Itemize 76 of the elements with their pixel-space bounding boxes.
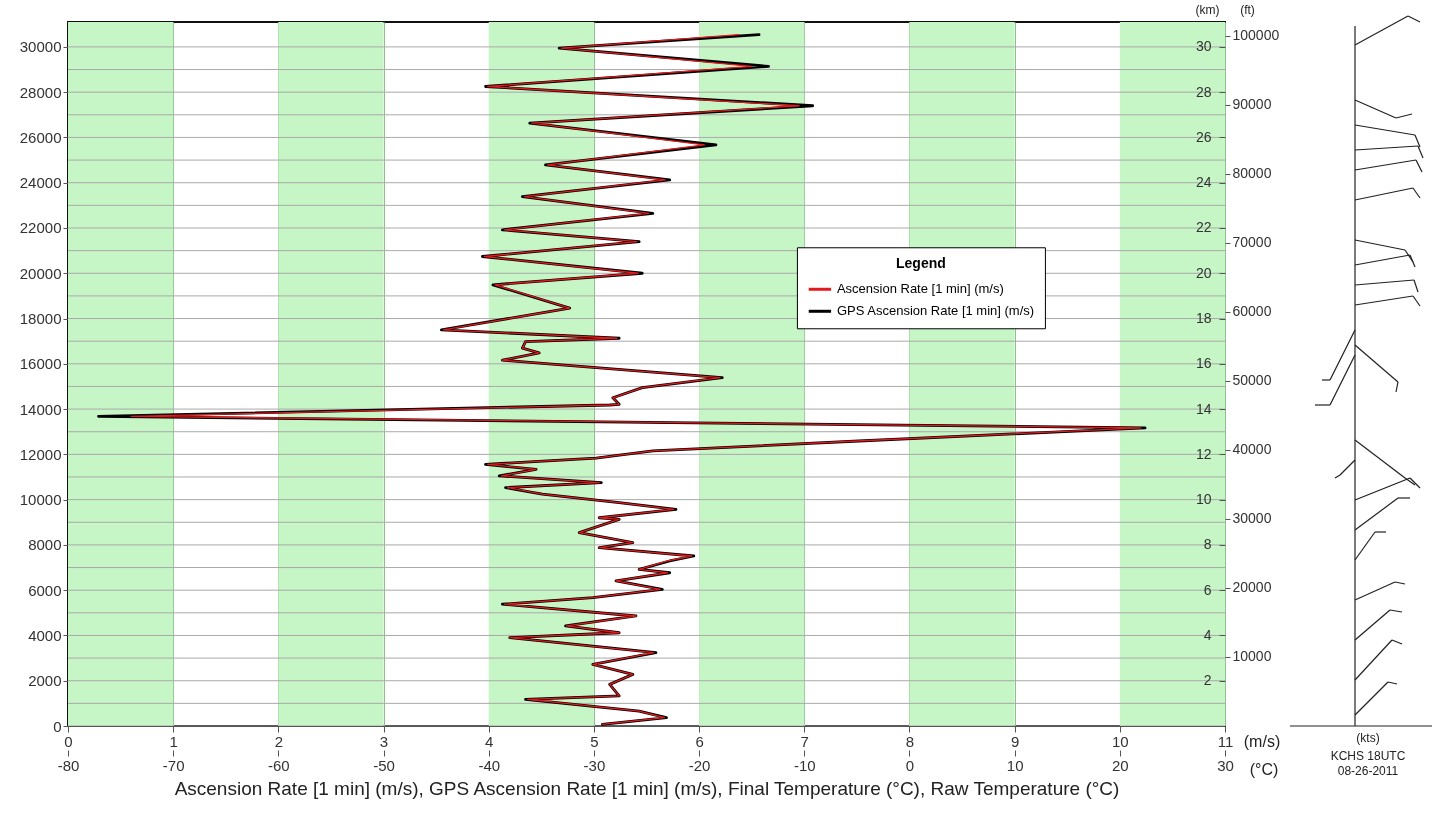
legend-title: Legend bbox=[896, 255, 946, 272]
y2-tick-label: 26 bbox=[1195, 128, 1212, 145]
y2-tick-label: 8 bbox=[1203, 536, 1212, 553]
x2-tick-label: 30 bbox=[1217, 756, 1234, 774]
y3-tick-label: 50000 bbox=[1232, 372, 1272, 389]
y2-tick-label: 2 bbox=[1203, 672, 1212, 689]
text: 08-26-2011 bbox=[1337, 764, 1399, 778]
text: (°C) bbox=[1249, 761, 1279, 779]
y-tick-label: 14000 bbox=[19, 400, 62, 418]
y-tick-label: 20000 bbox=[19, 264, 62, 282]
y3-tick-label: 10000 bbox=[1232, 648, 1272, 665]
y-tick-label: 16000 bbox=[19, 355, 62, 373]
x2-tick-label: -30 bbox=[583, 756, 606, 774]
text: (kts) bbox=[1356, 731, 1380, 745]
x-tick-label: 6 bbox=[695, 732, 704, 750]
y2-axis-title: (km) bbox=[1195, 2, 1220, 17]
x-tick-label: 7 bbox=[800, 732, 809, 750]
y-tick-label: 30000 bbox=[19, 38, 62, 56]
y2-tick-label: 18 bbox=[1195, 310, 1212, 327]
y-tick-label: 24000 bbox=[19, 174, 62, 192]
x2-tick-label: -70 bbox=[162, 756, 185, 774]
y-tick-label: 0 bbox=[53, 717, 62, 735]
x2-tick-label: 20 bbox=[1111, 756, 1129, 774]
x-tick-label: 5 bbox=[590, 732, 599, 750]
y3-tick-label: 100000 bbox=[1232, 27, 1280, 44]
x2-tick-label: -80 bbox=[57, 756, 80, 774]
x-tick-label: 0 bbox=[64, 732, 73, 750]
x-tick-label: 11 bbox=[1217, 732, 1234, 750]
y2-tick-label: 6 bbox=[1203, 581, 1212, 598]
y3-tick-label: 30000 bbox=[1232, 510, 1272, 527]
y3-tick-label: 80000 bbox=[1232, 165, 1272, 182]
x2-tick-label: 0 bbox=[905, 756, 915, 774]
legend-label: Ascension Rate [1 min] (m/s) bbox=[836, 281, 1004, 297]
y2-tick-label: 16 bbox=[1195, 355, 1212, 372]
y-tick-label: 6000 bbox=[28, 581, 62, 599]
y2-tick-label: 14 bbox=[1195, 400, 1212, 417]
y3-tick-label: 20000 bbox=[1232, 579, 1272, 596]
x2-tick-label: -50 bbox=[373, 756, 395, 774]
y2-tick-label: 20 bbox=[1195, 264, 1212, 281]
legend-label: GPS Ascension Rate [1 min] (m/s) bbox=[836, 303, 1035, 319]
y3-tick-label: 60000 bbox=[1232, 303, 1272, 320]
y-tick-label: 26000 bbox=[19, 128, 62, 146]
x-tick-label: 1 bbox=[169, 732, 178, 750]
x2-tick-label: 10 bbox=[1006, 756, 1024, 774]
y2-tick-label: 30 bbox=[1195, 38, 1212, 55]
y2-tick-label: 24 bbox=[1195, 174, 1212, 191]
y3-tick-label: 90000 bbox=[1232, 96, 1272, 113]
y-tick-label: 12000 bbox=[19, 445, 62, 463]
y-tick-label: 18000 bbox=[19, 310, 62, 328]
x-tick-label: 8 bbox=[905, 732, 915, 750]
y-tick-label: 22000 bbox=[19, 219, 62, 237]
x-tick-label: 9 bbox=[1010, 732, 1020, 750]
y-tick-label: 2000 bbox=[28, 672, 62, 690]
y-tick-label: 28000 bbox=[19, 83, 62, 101]
y-tick-label: 8000 bbox=[28, 536, 62, 554]
x-tick-label: 2 bbox=[274, 732, 284, 750]
y3-tick-label: 70000 bbox=[1232, 234, 1272, 251]
text: KCHS 18UTC bbox=[1330, 749, 1406, 763]
y2-tick-label: 28 bbox=[1195, 83, 1212, 100]
y3-axis-title: (ft) bbox=[1240, 2, 1255, 17]
x2-tick-label: -40 bbox=[478, 756, 501, 774]
y-tick-label: 4000 bbox=[28, 626, 62, 644]
y3-tick-label: 40000 bbox=[1232, 441, 1272, 458]
y2-tick-label: 10 bbox=[1195, 491, 1212, 508]
x2-tick-label: -60 bbox=[268, 756, 290, 774]
x-tick-label: 10 bbox=[1111, 732, 1129, 750]
y2-tick-label: 22 bbox=[1195, 219, 1212, 236]
x2-tick-label: -20 bbox=[688, 756, 711, 774]
y2-tick-label: 4 bbox=[1203, 626, 1212, 643]
x-axis-title: Ascension Rate [1 min] (m/s), GPS Ascension Rate [1 min] (m/s), Final Temperature (°C), Raw Temperature (°C) bbox=[174, 777, 1120, 799]
y-tick-label: 10000 bbox=[19, 491, 62, 509]
x-tick-label: 4 bbox=[485, 732, 494, 750]
text: (m/s) bbox=[1243, 733, 1281, 751]
x-tick-label: 3 bbox=[379, 732, 389, 750]
x2-tick-label: -10 bbox=[793, 756, 816, 774]
y2-tick-label: 12 bbox=[1195, 445, 1212, 462]
